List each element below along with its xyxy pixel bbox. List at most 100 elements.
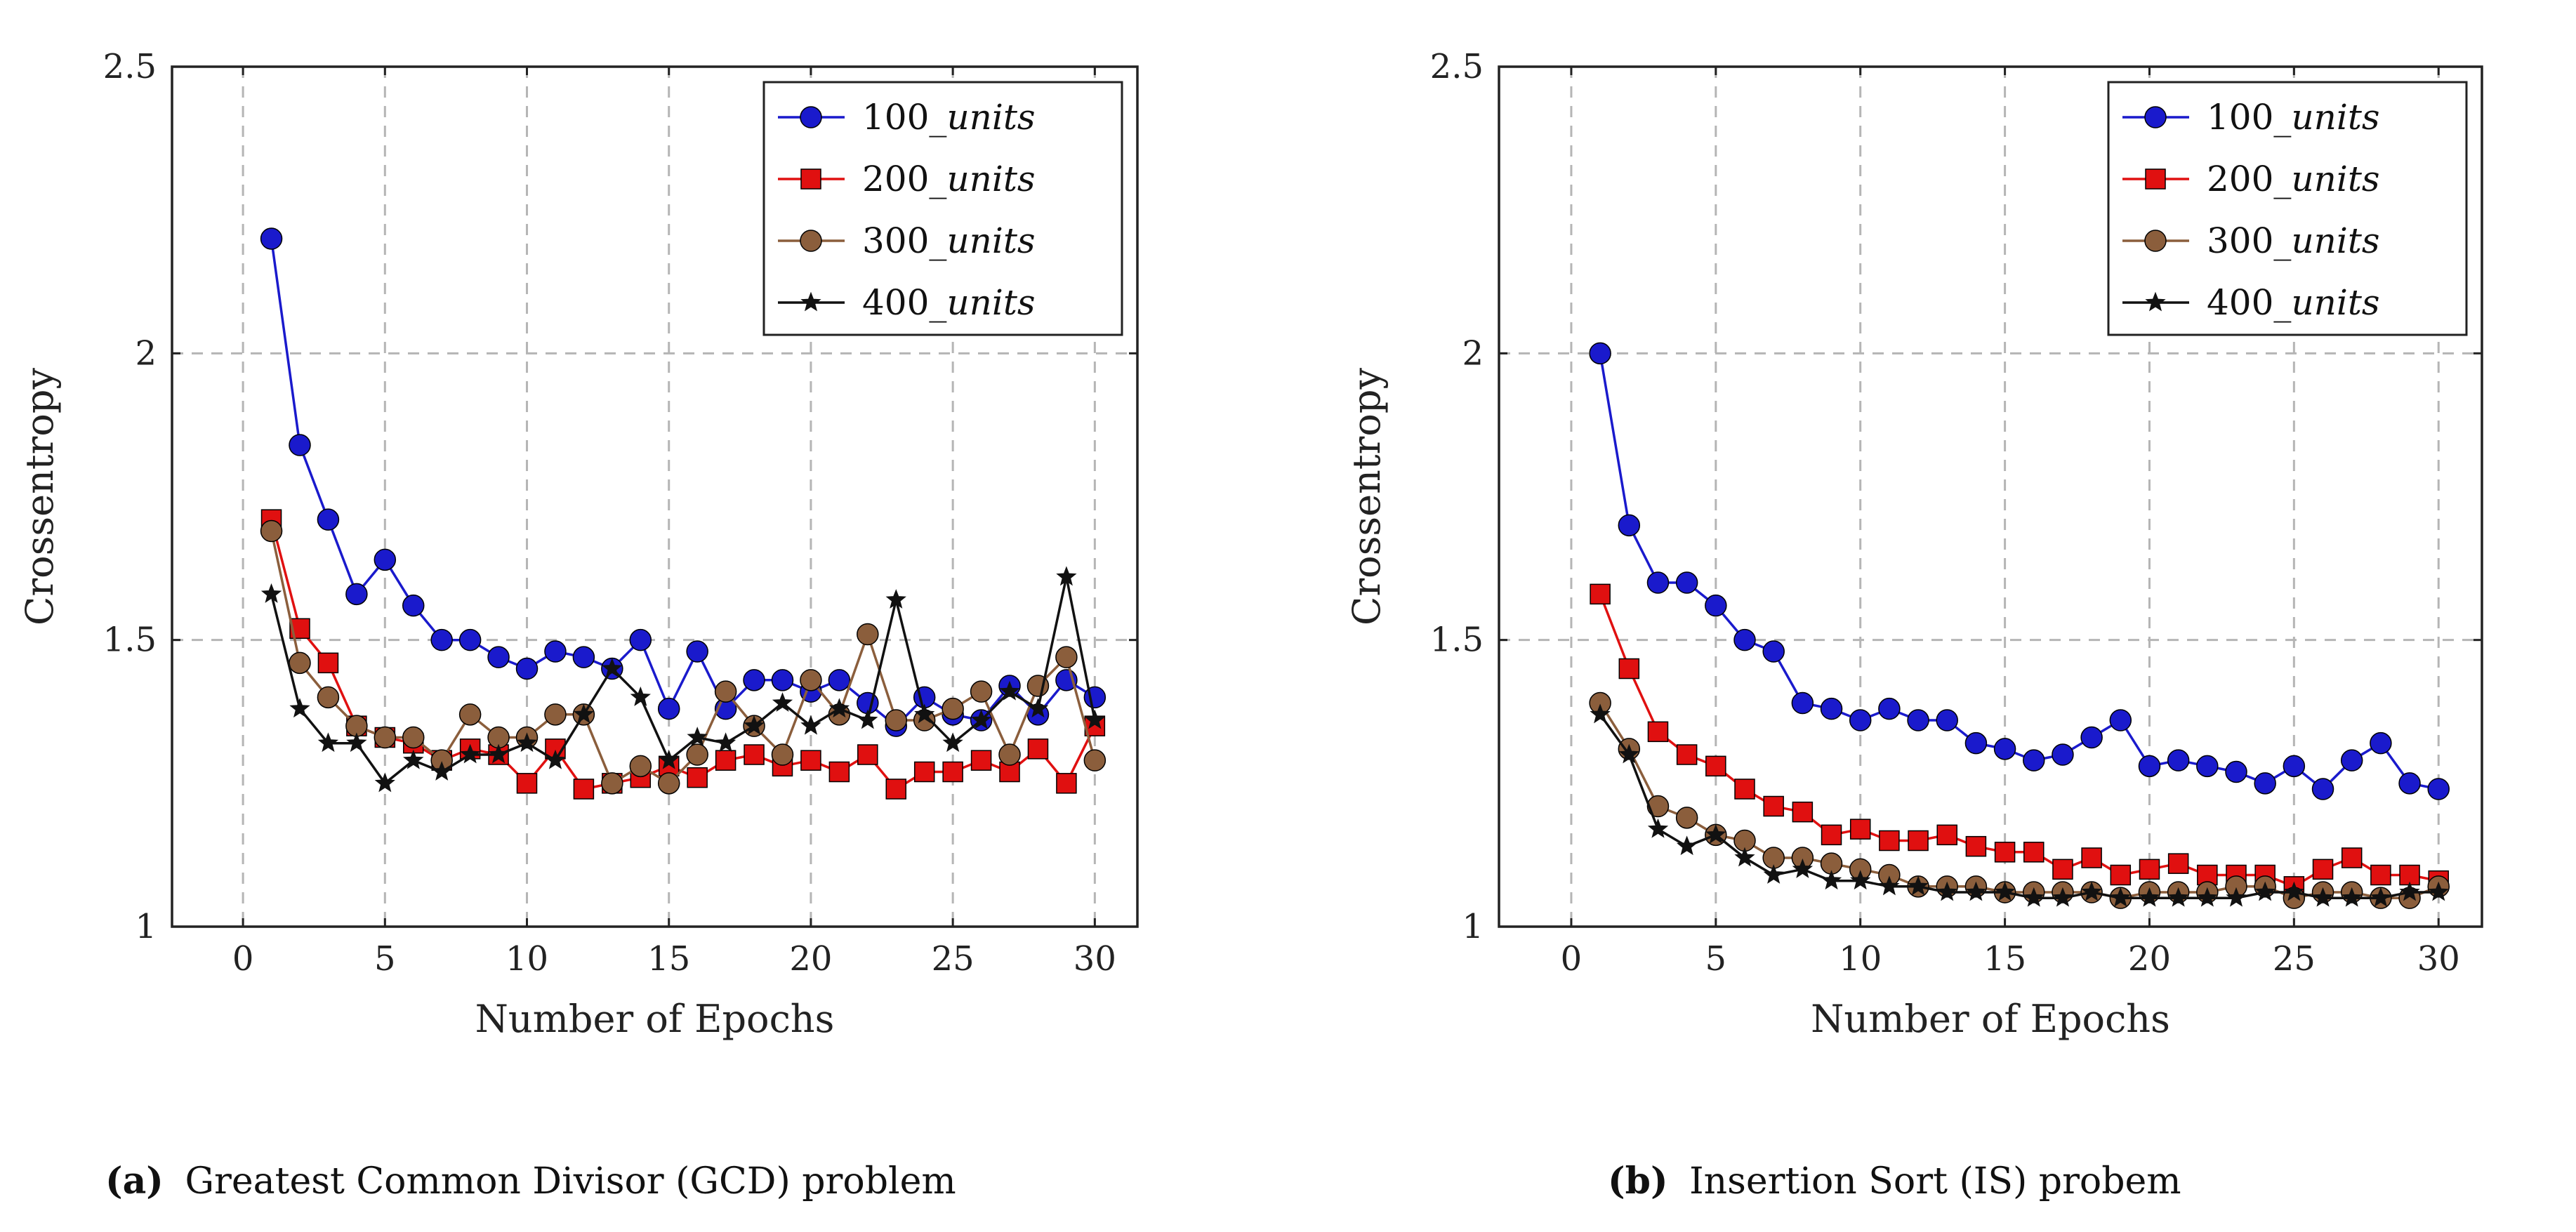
point-400_units [970, 709, 992, 729]
x-tick-label: 0 [1561, 939, 1583, 979]
point-100_units [828, 669, 851, 691]
point-200_units [2399, 864, 2420, 886]
y-tick-label: 1.5 [1430, 621, 1484, 660]
point-300_units [1646, 795, 1670, 818]
point-100_units [544, 640, 567, 663]
point-400_units [828, 698, 850, 718]
point-400_units [2370, 887, 2391, 907]
series-a [260, 227, 1107, 800]
legend-box [762, 81, 1123, 336]
point-200_units [715, 750, 737, 771]
point-100_units [430, 628, 453, 651]
point-100_units [2225, 760, 2247, 783]
point-400_units [1647, 818, 1669, 838]
x-tick-label: 20 [2128, 939, 2171, 979]
x-axis-label-b: Number of Epochs [1811, 997, 2170, 1041]
point-300_units [998, 743, 1021, 766]
point-400_units [459, 743, 481, 764]
legend-entry-number: 200_ [2207, 159, 2291, 199]
plot-frame-b [1498, 65, 2483, 928]
legend-entry-number: 200_ [862, 159, 946, 199]
point-100_units [2340, 749, 2363, 771]
point-200_units [942, 761, 963, 783]
x-tick-label: 25 [932, 939, 975, 979]
point-100_units [374, 548, 397, 571]
x-tick-label: 0 [232, 939, 254, 979]
point-100_units [629, 628, 652, 651]
point-400_units [488, 743, 509, 764]
point-400_units [999, 680, 1020, 701]
y-tick-label: 2.5 [1430, 47, 1484, 86]
point-400_units [1084, 709, 1106, 729]
line-100_units [1599, 353, 2439, 791]
point-100_units [2109, 709, 2132, 731]
point-100_units [1849, 709, 1872, 731]
plot-frame-a [171, 65, 1139, 928]
legend-entry-suffix: units [2291, 282, 2379, 323]
legend-marker [2144, 230, 2167, 252]
point-300_units [857, 623, 879, 646]
point-400_units [2399, 881, 2420, 901]
series-b [1589, 342, 2450, 909]
point-200_units [1908, 830, 1929, 852]
point-400_units [403, 749, 424, 769]
chart-panel-a: 0 5 10 15 20 25 30 1 1.5 2 2.5 Number of Epochs Cr… [18, 47, 1139, 1203]
point-300_units [657, 772, 680, 795]
caption-text-a: Greatest Common Divisor (GCD) problem [185, 1160, 956, 1203]
point-400_units [516, 732, 538, 753]
point-100_units [686, 640, 708, 663]
legend-entry-number: 300_ [2207, 220, 2291, 261]
point-100_units [458, 628, 482, 651]
point-200_units [2341, 847, 2363, 868]
point-300_units [714, 680, 737, 703]
legend-marker [800, 230, 822, 252]
point-400_units [2023, 887, 2045, 907]
point-100_units [402, 594, 425, 617]
legend-entry-200_units: 200_units [2207, 159, 2380, 199]
point-400_units [289, 698, 310, 718]
point-200_units [2370, 864, 2391, 886]
point-300_units [1083, 749, 1107, 771]
point-200_units [1734, 779, 1755, 800]
point-100_units [771, 669, 794, 691]
point-300_units [1675, 807, 1698, 829]
point-200_units [1618, 658, 1640, 680]
y-tick-label: 2.5 [103, 47, 157, 86]
point-200_units [1994, 842, 2016, 863]
legend-marker [800, 168, 821, 190]
point-100_units [2398, 772, 2421, 795]
point-100_units [1733, 628, 1756, 651]
point-200_units [1705, 755, 1726, 777]
point-200_units [885, 779, 906, 800]
caption-tag-a: (a) [105, 1160, 164, 1203]
point-400_units [630, 686, 651, 706]
point-200_units [1792, 801, 1814, 823]
point-300_units [458, 703, 482, 726]
point-100_units [1646, 571, 1670, 594]
point-100_units [657, 697, 680, 720]
point-400_units [1994, 881, 2016, 901]
point-100_units [2427, 778, 2450, 800]
point-400_units [2052, 887, 2073, 907]
point-100_units [2138, 755, 2161, 778]
point-200_units [1936, 824, 1957, 846]
x-tick-label: 10 [506, 939, 548, 979]
point-300_units [402, 726, 425, 749]
point-300_units [942, 697, 964, 720]
point-400_units [1734, 847, 1755, 867]
x-tick-label: 20 [789, 939, 832, 979]
point-400_units [602, 658, 623, 677]
point-100_units [345, 583, 368, 606]
point-200_units [1676, 744, 1698, 765]
legend-marker [2144, 106, 2167, 128]
point-200_units [1763, 795, 1784, 817]
point-100_units [2052, 743, 2074, 766]
point-200_units [2167, 853, 2189, 874]
point-400_units [2167, 887, 2189, 907]
point-400_units [1821, 870, 1842, 890]
point-400_units [1590, 703, 1611, 724]
point-200_units [1849, 819, 1871, 840]
point-200_units [516, 773, 538, 794]
legend-entry-suffix: units [2291, 220, 2379, 261]
legend-entry-suffix: units [946, 220, 1035, 261]
